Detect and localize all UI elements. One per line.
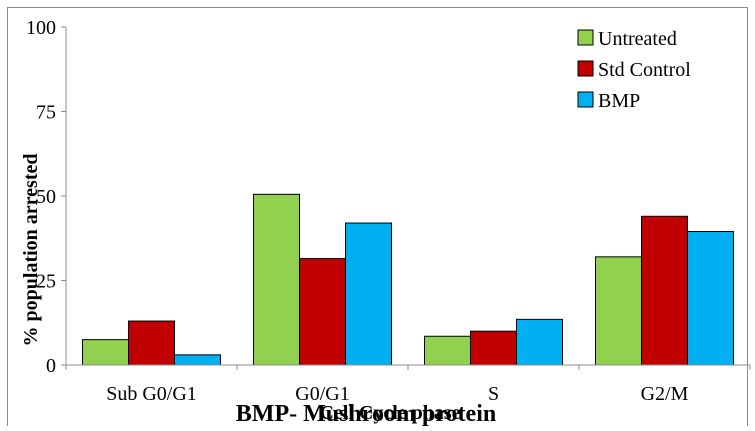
x-tick-label: G2/M xyxy=(641,383,689,405)
bar-bmp xyxy=(516,318,563,366)
legend-swatch-bmp xyxy=(577,91,594,108)
y-tick-label: 75 xyxy=(36,102,56,124)
legend-swatch-std-control xyxy=(577,60,594,77)
bar-untreated xyxy=(595,256,642,366)
bar-std-control xyxy=(299,258,346,366)
x-tick-label: Sub G0/G1 xyxy=(106,383,197,405)
x-axis-label: Cell Cycle phase xyxy=(319,402,460,424)
bar-bmp xyxy=(687,230,734,366)
legend-label: Std Control xyxy=(598,59,691,81)
legend-label: Untreated xyxy=(598,28,677,50)
bar-std-control xyxy=(128,320,175,366)
y-axis-label: % population arrested xyxy=(20,154,42,347)
plot-area xyxy=(82,193,734,366)
legend-swatch-untreated xyxy=(577,29,594,46)
x-tick-label: S xyxy=(488,383,499,405)
y-tick-label: 50 xyxy=(36,186,56,208)
bar-untreated xyxy=(253,193,300,366)
bar-bmp xyxy=(345,222,392,366)
x-tick-label: G0/G1 xyxy=(295,383,349,405)
chart-frame xyxy=(7,7,748,431)
axes: 0 25 50 75 100 Sub G0/G1 G0/G1 S G2/M xyxy=(26,17,751,405)
bar-std-control xyxy=(470,330,517,366)
y-tick-label: 100 xyxy=(26,17,56,39)
y-tick-label: 0 xyxy=(46,355,56,377)
legend-label: BMP xyxy=(598,90,640,112)
bar-untreated xyxy=(424,335,471,366)
bar-bmp xyxy=(174,354,221,366)
bar-std-control xyxy=(641,215,688,366)
chart-caption: BMP- Mushroom protein xyxy=(236,401,496,426)
bar-untreated xyxy=(82,339,129,366)
y-tick-label: 25 xyxy=(36,271,56,293)
legend: Untreated Std Control BMP xyxy=(577,28,691,112)
